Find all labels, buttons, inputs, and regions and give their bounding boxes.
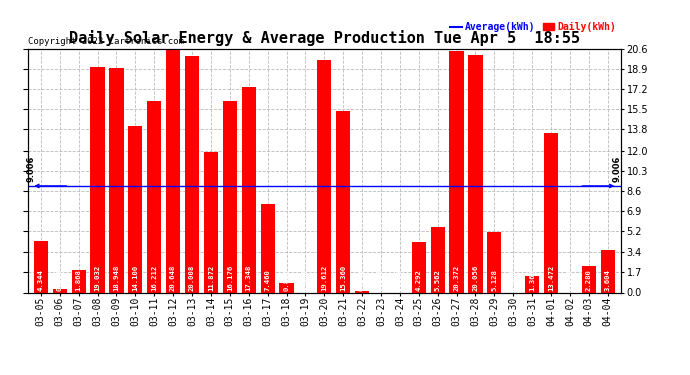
Bar	[72, 270, 86, 292]
Bar	[52, 289, 67, 292]
Bar	[147, 100, 161, 292]
Bar	[90, 67, 105, 292]
Text: 5.562: 5.562	[435, 270, 441, 291]
Text: 13.472: 13.472	[548, 265, 554, 291]
Bar	[261, 204, 275, 292]
Text: 0.288: 0.288	[57, 270, 63, 291]
Bar	[223, 101, 237, 292]
Text: 1.868: 1.868	[76, 270, 81, 291]
Bar	[185, 56, 199, 292]
Text: 18.948: 18.948	[113, 265, 119, 291]
Text: 15.360: 15.360	[340, 265, 346, 291]
Text: 16.176: 16.176	[227, 265, 233, 291]
Text: 5.128: 5.128	[491, 270, 497, 291]
Bar	[355, 291, 369, 292]
Bar	[34, 241, 48, 292]
Text: 20.008: 20.008	[189, 265, 195, 291]
Bar	[317, 60, 331, 292]
Text: 0.000: 0.000	[397, 270, 403, 291]
Text: 0.000: 0.000	[378, 270, 384, 291]
Text: 0.148: 0.148	[359, 270, 365, 291]
Bar	[525, 276, 540, 292]
Text: 19.032: 19.032	[95, 265, 101, 291]
Text: 20.372: 20.372	[453, 265, 460, 291]
Text: 1.360: 1.360	[529, 270, 535, 291]
Bar	[109, 68, 124, 292]
Bar	[582, 266, 596, 292]
Bar	[336, 111, 351, 292]
Bar	[601, 250, 615, 292]
Bar	[279, 283, 293, 292]
Text: 4.344: 4.344	[38, 270, 44, 291]
Text: 9.006: 9.006	[27, 156, 36, 182]
Text: 19.612: 19.612	[322, 265, 327, 291]
Bar	[204, 152, 218, 292]
Bar	[431, 226, 445, 292]
Bar	[241, 87, 256, 292]
Bar	[469, 55, 482, 292]
Legend: Average(kWh), Daily(kWh): Average(kWh), Daily(kWh)	[450, 22, 616, 32]
Text: Copyright 2022 Cartronics.com: Copyright 2022 Cartronics.com	[28, 38, 184, 46]
Text: 2.280: 2.280	[586, 270, 592, 291]
Text: 16.212: 16.212	[151, 265, 157, 291]
Bar	[544, 133, 558, 292]
Bar	[166, 48, 180, 292]
Bar	[128, 126, 142, 292]
Text: 11.872: 11.872	[208, 265, 214, 291]
Text: 0.000: 0.000	[302, 270, 308, 291]
Text: 7.460: 7.460	[264, 270, 270, 291]
Bar	[449, 51, 464, 292]
Text: 20.056: 20.056	[473, 265, 478, 291]
Bar	[412, 242, 426, 292]
Text: 17.348: 17.348	[246, 265, 252, 291]
Text: 14.100: 14.100	[132, 265, 138, 291]
Text: 20.648: 20.648	[170, 265, 176, 291]
Bar	[487, 232, 502, 292]
Text: 9.006: 9.006	[613, 156, 622, 182]
Text: 4.292: 4.292	[416, 270, 422, 291]
Text: 0.832: 0.832	[284, 270, 290, 291]
Text: 3.604: 3.604	[604, 270, 611, 291]
Text: 0.000: 0.000	[567, 270, 573, 291]
Title: Daily Solar Energy & Average Production Tue Apr 5  18:55: Daily Solar Energy & Average Production …	[69, 30, 580, 46]
Text: 0.000: 0.000	[511, 270, 516, 291]
